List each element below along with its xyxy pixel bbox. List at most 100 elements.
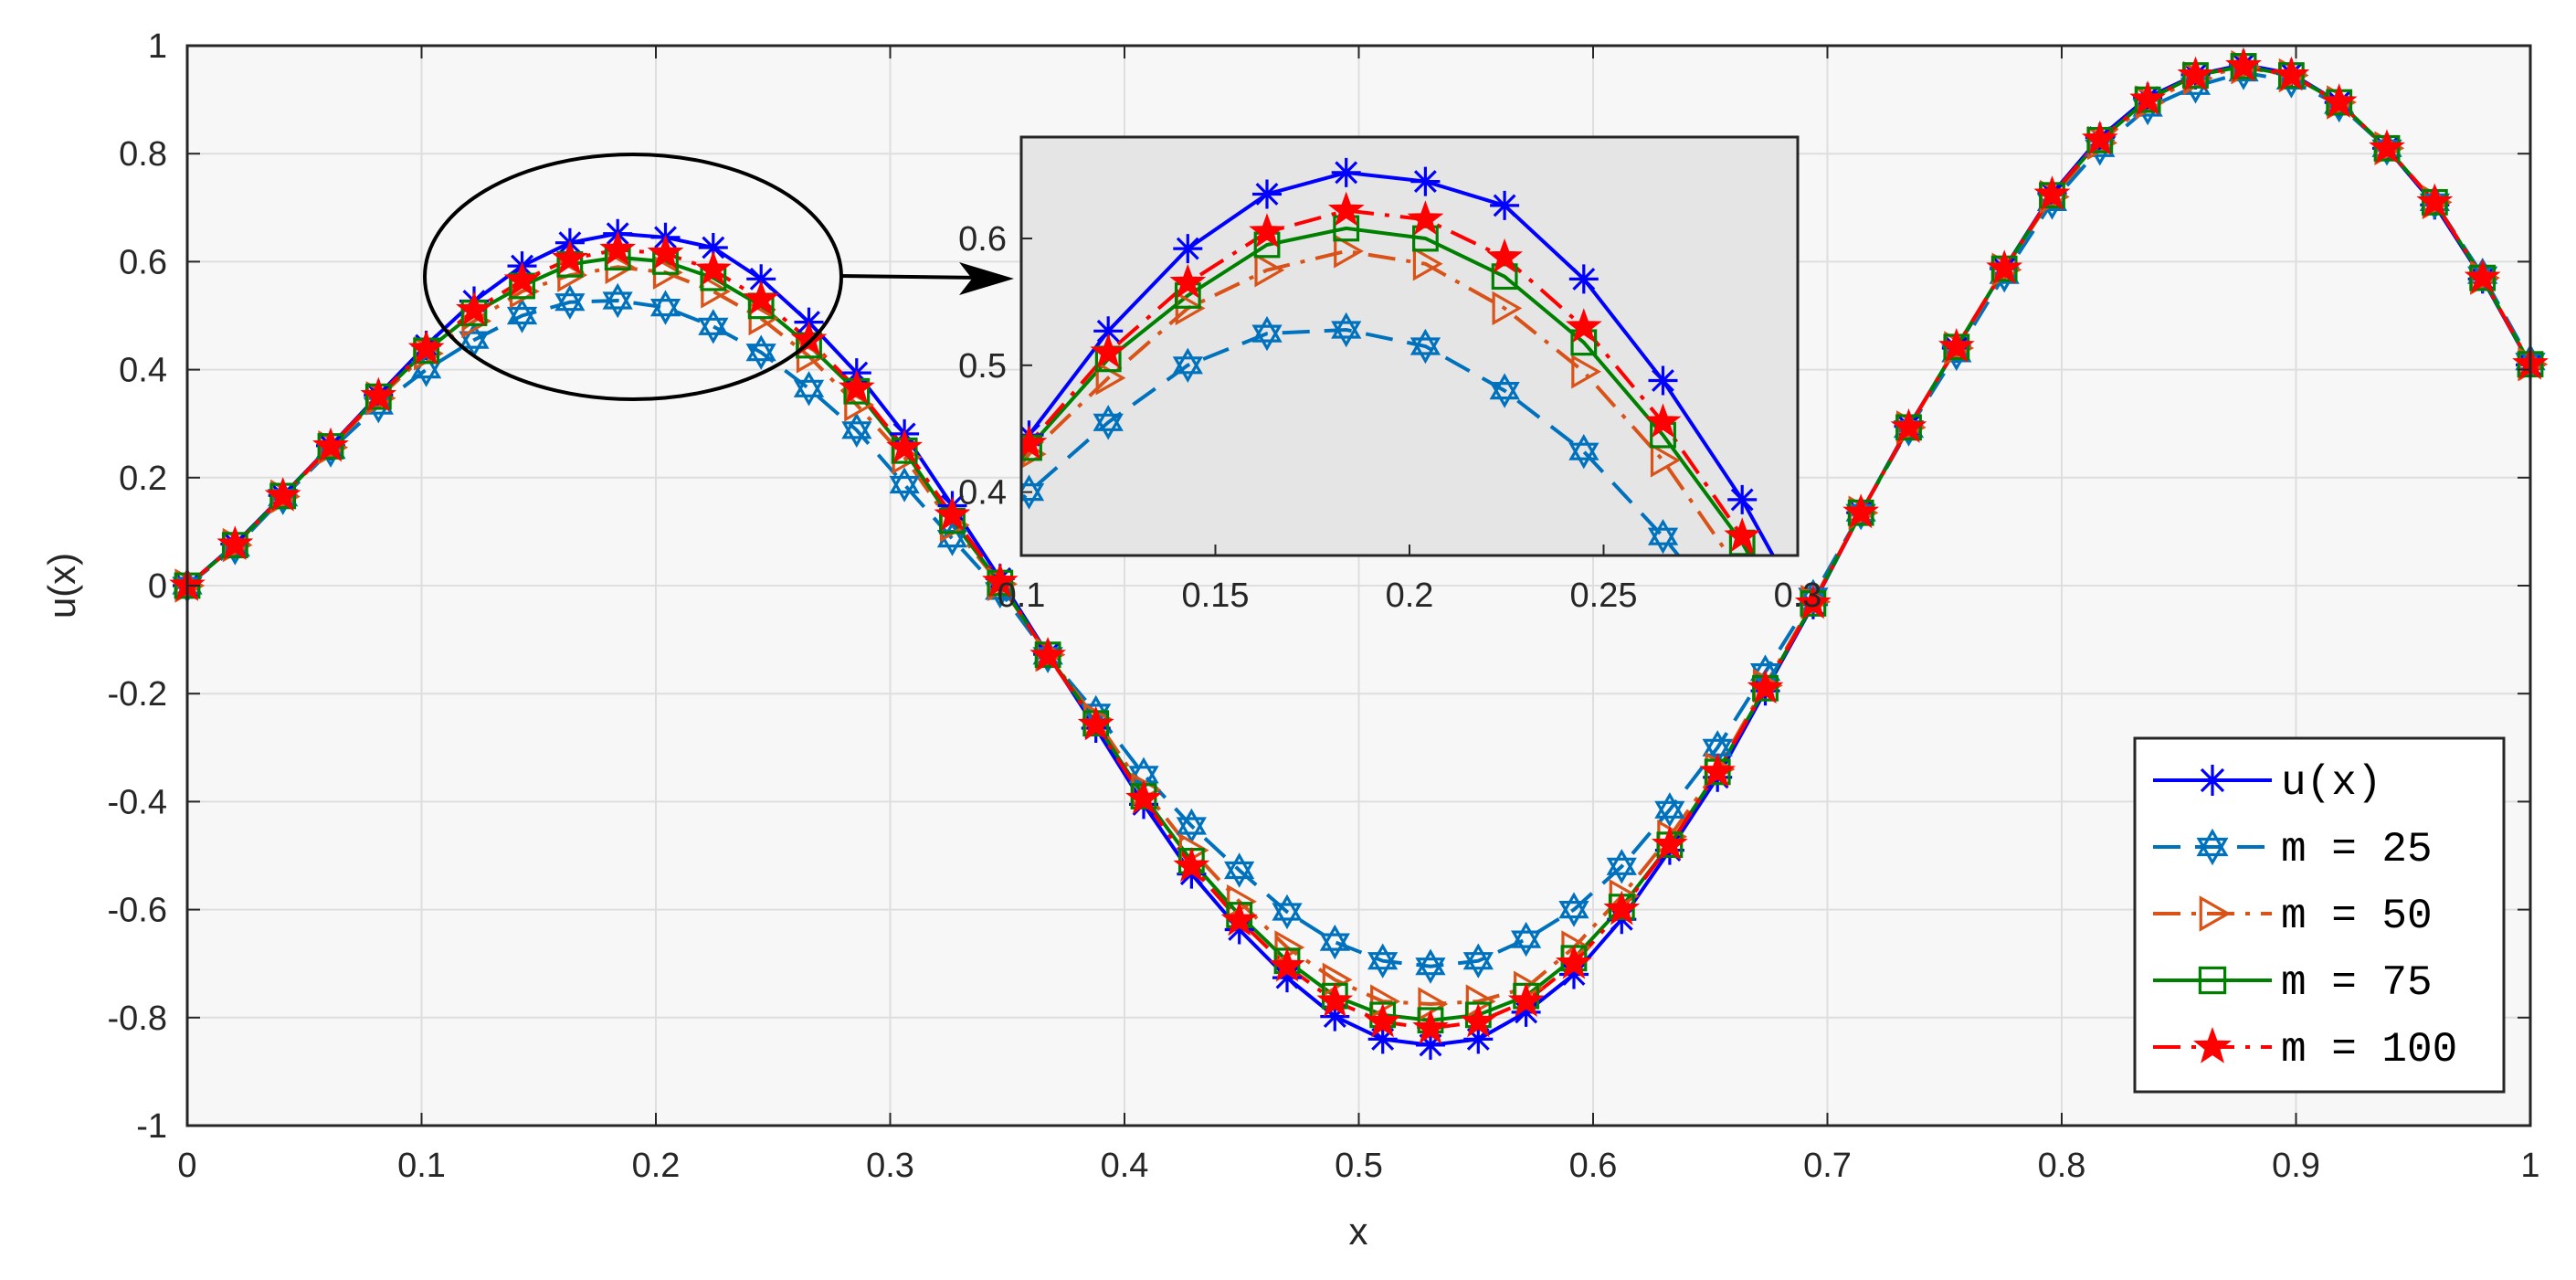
inset-data-point-2-13 bbox=[1650, 443, 1681, 478]
inset-series-markers-1 bbox=[1021, 312, 1679, 555]
inset-axes: 0.1 0.15 0.2 0.25 0.3 0.4 0.5 0.6 bbox=[958, 220, 1821, 615]
inset-data-point-1-7 bbox=[1172, 347, 1203, 384]
x-tick-label: 1 bbox=[2520, 1147, 2539, 1185]
inset-y-tick-label: 0.6 bbox=[958, 220, 1007, 259]
data-point-1-11 bbox=[698, 309, 729, 344]
inset-data-point-0-11 bbox=[1490, 190, 1520, 220]
data-point-4-32 bbox=[1699, 752, 1737, 788]
data-point-4-36 bbox=[1890, 407, 1927, 443]
inset-x-tick-label: 0.3 bbox=[1774, 577, 1822, 615]
legend-marker bbox=[2198, 966, 2227, 995]
inset-data-point-4-12 bbox=[1565, 308, 1602, 344]
series-markers-4 bbox=[169, 47, 2549, 1044]
inset-data-point-0-7 bbox=[1173, 234, 1203, 264]
y-tick-label: -0.4 bbox=[108, 783, 167, 821]
data-point-2-11 bbox=[701, 274, 732, 309]
data-point-4-47 bbox=[2416, 183, 2454, 218]
inset-data-point-2-8 bbox=[1254, 252, 1285, 288]
data-point-4-11 bbox=[694, 250, 732, 286]
data-point-1-10 bbox=[649, 290, 681, 325]
legend-marker bbox=[2199, 895, 2232, 932]
inset-y-tick-label: 0.4 bbox=[958, 474, 1007, 513]
legend-label: m = 75 bbox=[2281, 959, 2433, 1007]
legend-marker bbox=[2197, 765, 2228, 796]
data-point-4-48 bbox=[2464, 259, 2501, 294]
legend-marker bbox=[2193, 1026, 2232, 1063]
legend-label: m = 25 bbox=[2281, 826, 2433, 873]
data-point-4-1 bbox=[216, 525, 254, 560]
inset-x-tick-label: 0.2 bbox=[1386, 577, 1434, 615]
data-point-4-21 bbox=[1173, 847, 1210, 883]
inset-series-markers-2 bbox=[1021, 234, 1681, 478]
data-point-4-19 bbox=[1077, 705, 1114, 741]
y-tick-label: -0.6 bbox=[108, 892, 167, 930]
data-point-1-30 bbox=[1606, 849, 1637, 884]
data-point-4-38 bbox=[1986, 249, 2023, 284]
data-point-1-7 bbox=[506, 298, 538, 333]
data-point-1-21 bbox=[1176, 808, 1207, 844]
inset-x-tick-label: 0.25 bbox=[1570, 577, 1638, 615]
legend-box bbox=[2133, 736, 2506, 1094]
data-point-4-2 bbox=[264, 476, 301, 512]
x-tick-label: 0.9 bbox=[2272, 1147, 2320, 1185]
data-point-4-8 bbox=[551, 239, 588, 275]
legend-entry-2: m = 50 bbox=[2153, 893, 2433, 940]
inset-series-line-2 bbox=[1021, 249, 1732, 555]
data-point-4-35 bbox=[1842, 493, 1880, 529]
data-point-4-42 bbox=[2177, 56, 2214, 91]
inset-data-point-0-10 bbox=[1410, 166, 1441, 196]
data-point-4-40 bbox=[2081, 120, 2118, 155]
legend-entry-1: m = 25 bbox=[2153, 826, 2433, 873]
data-point-4-24 bbox=[1316, 982, 1354, 1017]
data-point-4-46 bbox=[2369, 129, 2405, 164]
y-tick-label: -0.2 bbox=[108, 675, 167, 714]
data-point-1-23 bbox=[1272, 894, 1303, 930]
data-point-4-43 bbox=[2225, 47, 2262, 82]
inset-data-point-4-10 bbox=[1407, 200, 1444, 236]
data-point-4-39 bbox=[2033, 175, 2071, 211]
y-tick-label: 0.8 bbox=[119, 135, 167, 174]
data-point-0-22 bbox=[1224, 915, 1254, 945]
data-point-4-34 bbox=[1794, 584, 1832, 619]
inset-data-point-1-10 bbox=[1409, 328, 1441, 365]
inset-x-tick-label: 0.15 bbox=[1182, 577, 1250, 615]
y-tick-label: 0.6 bbox=[119, 243, 167, 281]
data-point-4-23 bbox=[1269, 947, 1305, 982]
data-point-4-10 bbox=[647, 234, 684, 270]
y-tick-label: -0.8 bbox=[108, 1000, 167, 1038]
data-point-0-25 bbox=[1367, 1024, 1398, 1054]
data-point-4-7 bbox=[503, 261, 541, 296]
inset-plot-area bbox=[1021, 137, 1798, 555]
data-point-4-5 bbox=[407, 330, 445, 365]
legend-entry-3: m = 75 bbox=[2153, 959, 2433, 1007]
data-point-4-12 bbox=[743, 280, 780, 315]
data-point-2-26 bbox=[1418, 987, 1449, 1021]
data-point-4-30 bbox=[1603, 890, 1641, 926]
x-tick-label: 0.6 bbox=[1569, 1147, 1618, 1185]
data-point-0-28 bbox=[1511, 997, 1541, 1027]
data-point-4-9 bbox=[599, 230, 637, 266]
data-point-4-4 bbox=[360, 376, 397, 412]
inset-data-point-1-12 bbox=[1568, 433, 1599, 470]
data-point-1-31 bbox=[1654, 792, 1685, 828]
data-point-0-23 bbox=[1272, 963, 1302, 993]
data-point-4-6 bbox=[456, 291, 492, 326]
inset-data-point-4-8 bbox=[1249, 213, 1285, 248]
plot-frame bbox=[185, 44, 2532, 1127]
data-point-1-8 bbox=[554, 284, 586, 320]
x-tick-label: 0.1 bbox=[397, 1147, 446, 1185]
data-point-1-28 bbox=[1511, 921, 1542, 957]
data-point-1-25 bbox=[1367, 943, 1399, 979]
data-point-4-26 bbox=[1412, 1009, 1449, 1044]
inset-data-point-4-5 bbox=[1021, 424, 1048, 460]
main-tick-labels: 0 0.1 0.2 0.3 0.4 0.5 0.6 0.7 0.8 0.9 1 -1 -0.8 -0.6 -… bbox=[108, 27, 2540, 1185]
legend-label: m = 50 bbox=[2281, 893, 2433, 940]
inset-data-point-1-11 bbox=[1489, 373, 1520, 408]
inset-data-point-0-6 bbox=[1093, 316, 1124, 346]
inset-series-line-1 bbox=[1021, 327, 1681, 555]
legend-entry-0: u(x) bbox=[2153, 759, 2381, 807]
inset-data-point-0-13 bbox=[1648, 365, 1678, 396]
data-point-4-3 bbox=[312, 427, 349, 462]
legend-label: u(x) bbox=[2281, 759, 2381, 807]
